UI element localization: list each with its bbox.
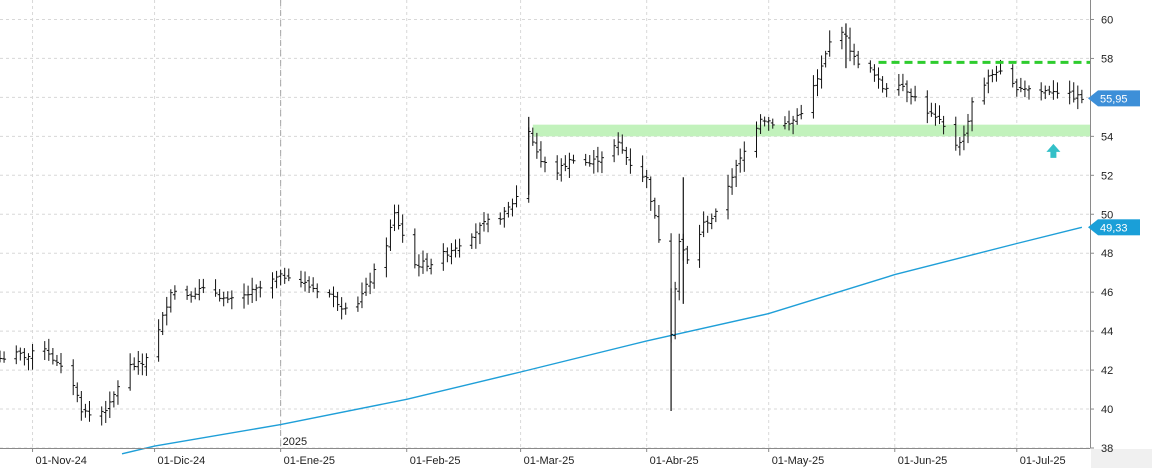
x-tick-label: 01-Feb-25 bbox=[410, 455, 461, 467]
ma-value-badge bbox=[1098, 219, 1140, 236]
y-tick-label: 50 bbox=[1101, 209, 1113, 221]
y-tick-label: 60 bbox=[1101, 14, 1113, 26]
last-price-badge bbox=[1098, 90, 1140, 107]
axis-corner bbox=[1091, 449, 1152, 468]
up-arrow-icon bbox=[1046, 143, 1061, 158]
last-price-label: 55,95 bbox=[1100, 93, 1128, 105]
y-tick-label: 52 bbox=[1101, 170, 1113, 182]
x-tick-label: 01-May-25 bbox=[772, 455, 825, 467]
y-tick-label: 42 bbox=[1101, 365, 1113, 377]
x-tick-label: 01-Jul-25 bbox=[1020, 455, 1066, 467]
x-tick-label: 01-Nov-24 bbox=[36, 455, 87, 467]
x-tick-label: 01-Mar-25 bbox=[524, 455, 575, 467]
x-tick-label: 01-Jun-25 bbox=[898, 455, 948, 467]
last-price-pointer bbox=[1088, 90, 1098, 107]
price-bars bbox=[0, 23, 1084, 426]
year-marker-label: 2025 bbox=[283, 436, 307, 448]
x-tick-label: 01-Ene-25 bbox=[284, 455, 335, 467]
y-tick-label: 58 bbox=[1101, 53, 1113, 65]
support-zone bbox=[532, 124, 1090, 137]
moving-average bbox=[121, 226, 1083, 455]
y-tick-label: 54 bbox=[1101, 131, 1113, 143]
support-zone-band bbox=[532, 124, 1090, 137]
x-tick-label: 01-Abr-25 bbox=[650, 455, 699, 467]
y-tick-label: 44 bbox=[1101, 326, 1113, 338]
y-tick-label: 48 bbox=[1101, 248, 1113, 260]
y-tick-label: 46 bbox=[1101, 287, 1113, 299]
y-tick-label: 38 bbox=[1101, 443, 1113, 455]
y-tick-label: 40 bbox=[1101, 404, 1113, 416]
moving-average-line bbox=[121, 226, 1083, 455]
x-tick-label: 01-Dic-24 bbox=[158, 455, 206, 467]
ma-value-label: 49,33 bbox=[1100, 222, 1128, 234]
annotations bbox=[878, 60, 1090, 158]
ma-value-pointer bbox=[1088, 219, 1098, 236]
grid bbox=[0, 0, 1090, 449]
